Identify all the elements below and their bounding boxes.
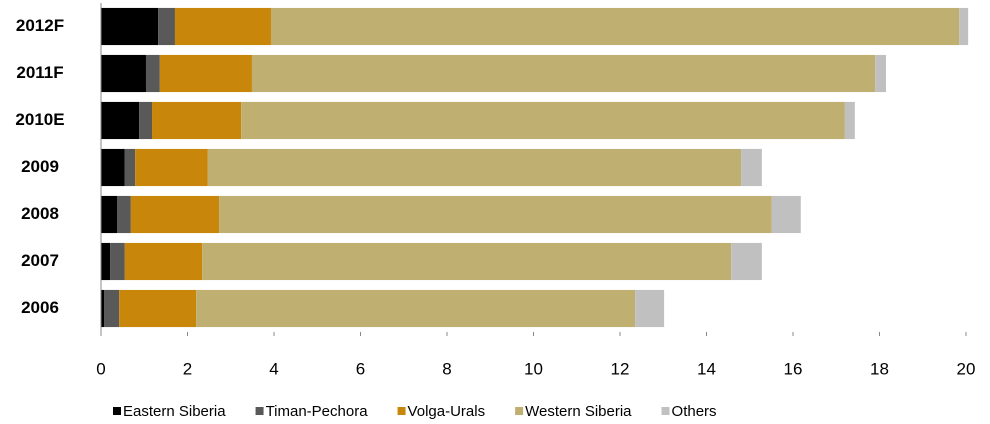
legend-label: Timan-Pechora <box>266 403 369 420</box>
bar-segment <box>139 101 153 140</box>
bar-segment <box>635 289 665 328</box>
legend-swatch <box>255 407 264 415</box>
bar-segment <box>101 54 146 93</box>
legend-label: Western Siberia <box>525 403 632 420</box>
bar-segment <box>174 7 271 46</box>
x-tick-label: 20 <box>957 359 976 378</box>
legend-label: Volga-Urals <box>408 403 486 420</box>
bar-segment <box>771 195 801 234</box>
bar-segment <box>241 101 845 140</box>
legend-label: Eastern Siberia <box>123 403 226 420</box>
x-tick-label: 14 <box>697 359 716 378</box>
x-tick-label: 10 <box>524 359 543 378</box>
bar-segment <box>119 289 197 328</box>
bar-segment <box>219 195 772 234</box>
legend-label: Others <box>672 403 717 420</box>
category-label: 2011F <box>16 63 63 82</box>
bar-segment <box>270 7 960 46</box>
bar-segment <box>741 148 762 187</box>
category-label: 2010E <box>15 110 64 129</box>
bar-segment <box>196 289 636 328</box>
bar-segment <box>731 242 762 281</box>
category-label: 2009 <box>21 157 59 176</box>
bar-segment <box>101 195 118 234</box>
bar-segment <box>875 54 886 93</box>
category-label: 2006 <box>21 298 59 317</box>
x-tick-label: 2 <box>183 359 192 378</box>
category-label: 2007 <box>21 251 59 270</box>
x-tick-label: 0 <box>96 359 105 378</box>
bar-segment <box>101 242 111 281</box>
legend-swatch <box>113 407 121 415</box>
bar-segment <box>207 148 742 187</box>
bar-segment <box>101 148 125 187</box>
x-tick-label: 4 <box>269 359 278 378</box>
bar-segment <box>124 242 203 281</box>
category-label: 2008 <box>21 204 59 223</box>
bar-segment <box>124 148 136 187</box>
legend-swatch <box>397 407 406 415</box>
legend-swatch <box>515 407 524 415</box>
bar-segment <box>152 101 242 140</box>
bar-segment <box>101 7 159 46</box>
bar-segment <box>135 148 208 187</box>
bar-segment <box>104 289 120 328</box>
legend-swatch <box>661 407 670 415</box>
bar-segment <box>251 54 876 93</box>
bar-segment <box>130 195 220 234</box>
x-tick-label: 16 <box>784 359 803 378</box>
bar-segment <box>117 195 131 234</box>
bar-segment <box>159 54 252 93</box>
bar-segment <box>101 101 140 140</box>
bar-segment <box>158 7 175 46</box>
x-tick-label: 18 <box>870 359 889 378</box>
bar-segment <box>101 289 105 328</box>
category-label: 2012F <box>16 16 64 35</box>
bar-segment <box>202 242 732 281</box>
bar-segment <box>844 101 855 140</box>
bar-segment <box>110 242 125 281</box>
bar-segment <box>145 54 160 93</box>
x-tick-label: 8 <box>442 359 451 378</box>
bar-segment <box>959 7 969 46</box>
x-tick-label: 12 <box>611 359 630 378</box>
x-tick-label: 6 <box>356 359 365 378</box>
